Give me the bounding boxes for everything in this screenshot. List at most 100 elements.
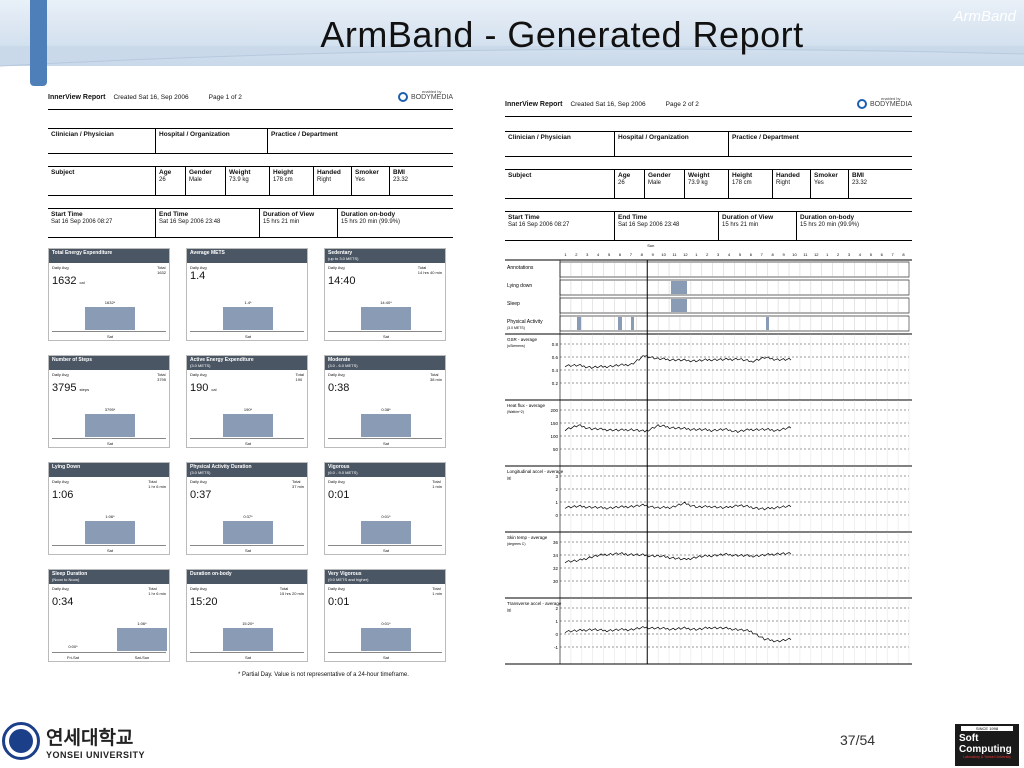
y-tick: 0.2: [552, 381, 559, 386]
card-bar-label: 14:40*: [380, 300, 392, 305]
slide-page-number: 37/54: [840, 732, 876, 748]
hour-tick: 4: [859, 252, 862, 257]
y-tick: 200: [550, 408, 558, 413]
hour-tick: 3: [586, 252, 589, 257]
card-bar-label: 0:01*: [381, 514, 391, 519]
summary-card: Sedentary (up to 3.0 METS) Daily Avg Total 1…: [324, 248, 446, 341]
hour-tick: 11: [672, 252, 677, 257]
card-bar: [361, 628, 411, 651]
activity-bar: [766, 317, 769, 330]
bodymedia-icon: [397, 92, 408, 102]
card-category: Sat: [244, 334, 251, 339]
bodymedia-logo: enabled by BODYMEDIA: [397, 89, 453, 102]
y-tick: 100: [550, 434, 558, 439]
track-label: Physical Activity: [507, 319, 543, 325]
chart-unit: (degrees C): [507, 542, 525, 546]
daily-avg-label: Daily Avg: [190, 265, 207, 270]
card-category: Sat: [244, 655, 251, 660]
y-tick: 0.4: [552, 368, 559, 373]
card-title: Lying Down: [49, 463, 169, 477]
card-category: Sat: [382, 548, 389, 553]
summary-card: Total Energy Expenditure Daily Avg Total 16…: [48, 248, 170, 341]
card-bar-label: 0:00*: [68, 644, 78, 649]
header-curve: [0, 46, 1024, 67]
summary-card: Vigorous (6.0 - 9.0 METS) Daily Avg Total 1 …: [324, 462, 446, 555]
summary-card: Average METS Daily Avg 1.4 1.4* Sat: [186, 248, 308, 341]
card-bar-label: 1:06*: [105, 514, 115, 519]
daily-avg-label: Daily Avg: [52, 372, 69, 377]
card-bar: [85, 307, 135, 330]
card-total: Total 1 min: [432, 586, 442, 596]
card-title: Duration on-body: [187, 570, 307, 584]
university-name-ko: 연세대학교: [46, 727, 134, 749]
chart-label: GSR - average: [507, 337, 538, 342]
y-tick: 2: [555, 487, 558, 492]
hour-tick: 4: [728, 252, 731, 257]
activity-bar: [577, 317, 581, 330]
series-line: [564, 626, 792, 643]
card-bar-label: 0:38*: [381, 407, 391, 412]
chart-unit: (g): [507, 476, 511, 480]
hour-tick: 1: [695, 252, 698, 257]
card-bar-label: 3795*: [104, 407, 116, 412]
summary-card: Active Energy Expenditure (3.0 METS) Daily…: [186, 355, 308, 448]
bodymedia-icon: [856, 99, 867, 109]
daily-avg-label: Daily Avg: [328, 372, 345, 377]
card-bar: [223, 307, 273, 330]
card-bar: [223, 521, 273, 544]
card-bar: [223, 414, 273, 437]
hour-tick: 12: [683, 252, 688, 257]
card-bar-label: 1.4*: [244, 300, 252, 305]
daily-avg-label: Daily Avg: [52, 265, 69, 270]
header-tab: [30, 0, 47, 86]
card-bar: [361, 414, 411, 437]
card-category: Sat: [382, 655, 389, 660]
y-tick: 34: [553, 553, 559, 558]
card-bar: [361, 307, 411, 330]
card-category: Sat: [106, 441, 113, 446]
chart-label: Heat flux - average: [507, 403, 546, 408]
card-title: Active Energy Expenditure (3.0 METS): [187, 356, 307, 370]
card-title: Number of Steps: [49, 356, 169, 370]
card-bar-label: 15:20*: [242, 621, 254, 626]
y-tick: 0.6: [552, 355, 559, 360]
report-header: InnerView Report Created Sat 16, Sep 200…: [48, 85, 453, 110]
hour-tick: 10: [792, 252, 797, 257]
card-bar-label: 0:01*: [381, 621, 391, 626]
y-tick: 2: [555, 606, 558, 611]
time-row: Start Time Sat 16 Sep 2006 08:27 End Time…: [48, 208, 453, 238]
hour-tick: 12: [814, 252, 819, 257]
daily-avg-label: Daily Avg: [190, 586, 207, 591]
daily-avg-label: Daily Avg: [328, 586, 345, 591]
y-tick: 30: [553, 579, 559, 584]
hour-tick: 9: [782, 252, 785, 257]
subject-row: Subject Age 26 Gender Male Weight 73.9 kg H…: [48, 166, 453, 196]
hour-tick: 3: [848, 252, 851, 257]
card-bar-label: 190*: [243, 407, 253, 412]
hour-tick: 6: [750, 252, 753, 257]
card-value: 1:06: [52, 489, 74, 501]
y-tick: 150: [550, 421, 558, 426]
card-bar-label: 0:37*: [243, 514, 253, 519]
card-value: 0:34: [52, 596, 74, 608]
card-title: Moderate (3.0 - 6.0 METS): [325, 356, 445, 370]
y-tick: 1: [555, 619, 558, 624]
corner-brand: ArmBand: [953, 8, 1016, 25]
card-value: 3795 steps: [52, 382, 90, 394]
track-bar: [671, 281, 687, 294]
time-row-2: Start Time Sat 16 Sep 2006 08:27 End Time…: [505, 211, 912, 241]
y-tick: 1: [555, 500, 558, 505]
card-value: 190 cal: [190, 382, 217, 394]
card-title: Total Energy Expenditure: [49, 249, 169, 263]
hour-tick: 8: [772, 252, 775, 257]
card-total: Total 15 hrs 20 min: [279, 586, 304, 596]
footnote: * Partial Day. Value is not representati…: [238, 672, 409, 678]
daily-avg-label: Daily Avg: [328, 479, 345, 484]
chart-label: Longitudinal accel - average: [507, 469, 564, 474]
card-title: Physical Activity Duration (3.0 METS): [187, 463, 307, 477]
hour-tick: 9: [652, 252, 655, 257]
card-value: 0:01: [328, 489, 350, 501]
y-tick: 50: [553, 447, 559, 452]
hour-tick: 7: [630, 252, 633, 257]
card-total: Total 3795: [157, 372, 166, 382]
